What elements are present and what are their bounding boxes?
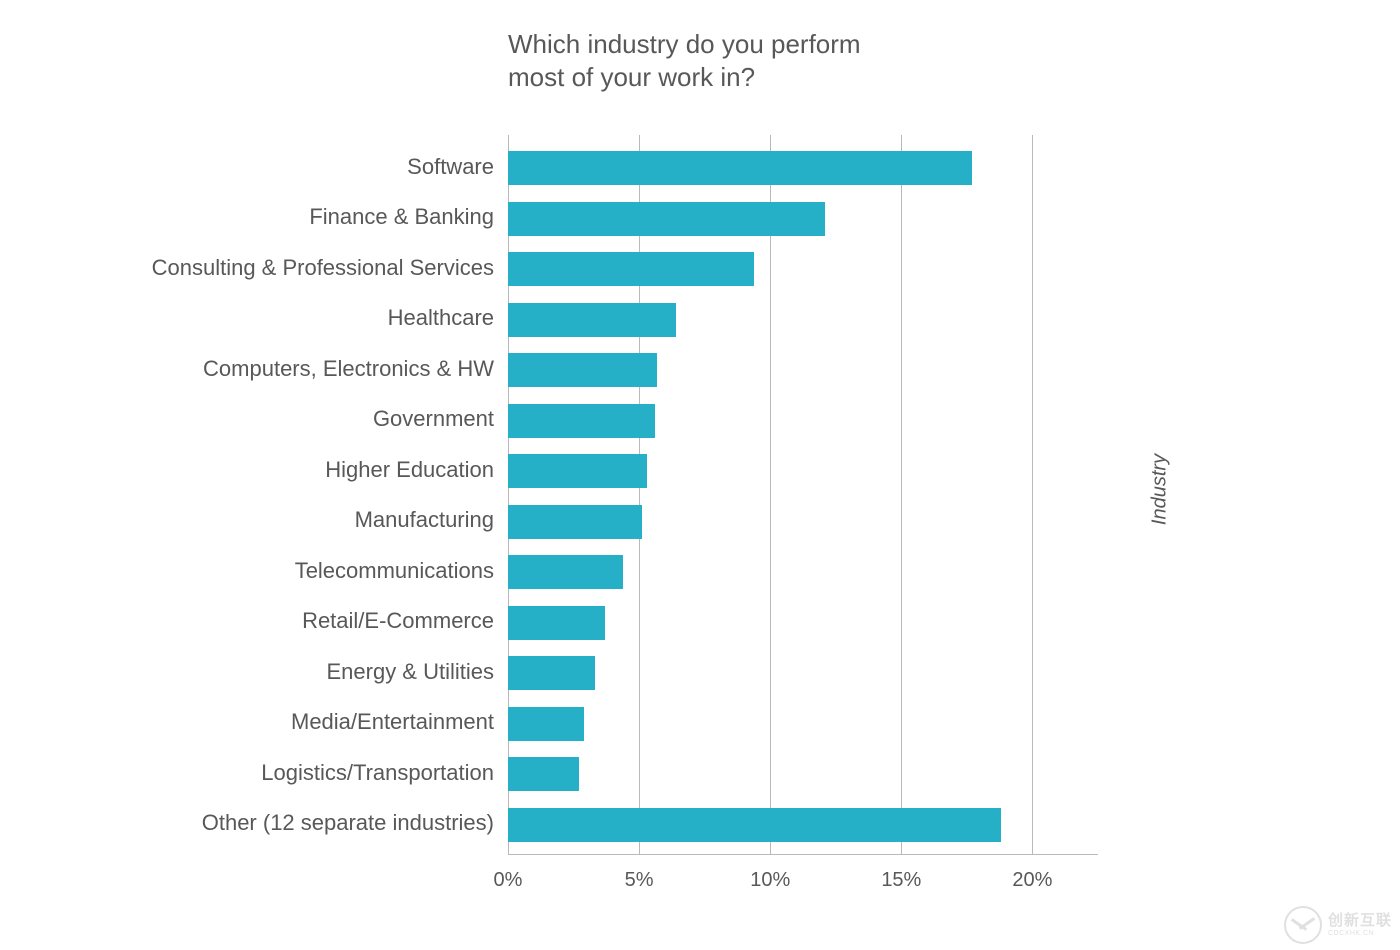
watermark-text-en: CDCXHK.CN	[1328, 930, 1392, 937]
gridline	[1032, 135, 1033, 855]
bar	[508, 353, 657, 387]
category-label: Software	[94, 154, 494, 180]
gridline	[639, 135, 640, 855]
bar	[508, 808, 1001, 842]
x-tick-label: 5%	[609, 869, 669, 892]
category-label: Retail/E-Commerce	[94, 608, 494, 634]
x-tick-label: 10%	[740, 869, 800, 892]
x-tick-label: 0%	[478, 869, 538, 892]
watermark-logo-icon	[1284, 906, 1322, 944]
bar	[508, 454, 647, 488]
category-label: Other (12 separate industries)	[94, 810, 494, 836]
y-axis-title: Industry	[1149, 440, 1172, 540]
category-label: Energy & Utilities	[94, 659, 494, 685]
bar	[508, 202, 825, 236]
bar	[508, 606, 605, 640]
x-axis-line	[508, 854, 1098, 855]
category-label: Finance & Banking	[94, 204, 494, 230]
watermark-text-cn: 创新互联	[1328, 913, 1392, 928]
x-tick-label: 20%	[1002, 869, 1062, 892]
category-label: Computers, Electronics & HW	[94, 356, 494, 382]
bar	[508, 404, 655, 438]
plot-area	[508, 135, 1098, 855]
category-label: Manufacturing	[94, 507, 494, 533]
bar	[508, 757, 579, 791]
category-label: Logistics/Transportation	[94, 760, 494, 786]
x-tick-label: 15%	[871, 869, 931, 892]
bar	[508, 656, 595, 690]
industry-bar-chart: Which industry do you perform most of yo…	[0, 0, 1400, 950]
gridline	[770, 135, 771, 855]
category-label: Telecommunications	[94, 558, 494, 584]
category-label: Media/Entertainment	[94, 709, 494, 735]
bar	[508, 505, 642, 539]
bar	[508, 555, 623, 589]
category-label: Consulting & Professional Services	[94, 255, 494, 281]
gridline	[508, 135, 509, 855]
gridline	[901, 135, 902, 855]
category-label: Government	[94, 406, 494, 432]
category-label: Higher Education	[94, 457, 494, 483]
bar	[508, 707, 584, 741]
bar	[508, 151, 972, 185]
category-label: Healthcare	[94, 305, 494, 331]
bar	[508, 303, 676, 337]
chart-title: Which industry do you perform most of yo…	[508, 28, 861, 93]
watermark: 创新互联 CDCXHK.CN	[1284, 906, 1392, 944]
bar	[508, 252, 754, 286]
